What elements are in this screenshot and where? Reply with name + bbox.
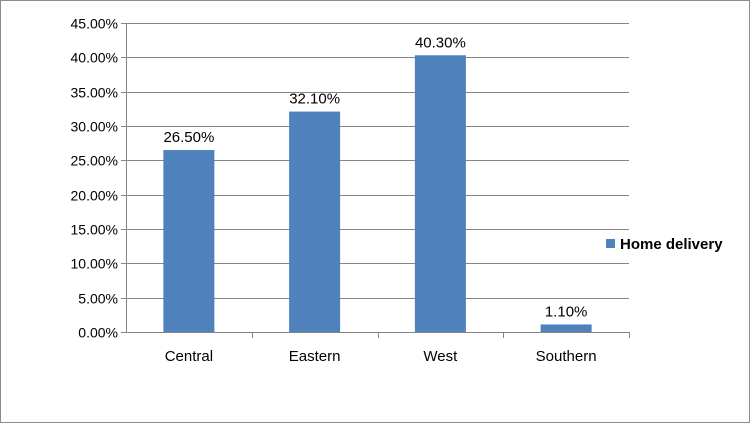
y-tick-label: 35.00% — [71, 85, 118, 101]
data-label-central: 26.50% — [163, 129, 214, 146]
bar-west — [414, 55, 466, 332]
legend: Home delivery — [606, 236, 723, 253]
y-tick-label: 20.00% — [71, 188, 118, 204]
y-tick-label: 45.00% — [71, 16, 118, 32]
data-label-southern: 1.10% — [545, 303, 588, 320]
x-category-label-west: West — [423, 348, 458, 365]
data-label-west: 40.30% — [415, 34, 466, 51]
data-label-eastern: 32.10% — [289, 91, 340, 108]
bar-central — [163, 150, 215, 332]
y-tick-label: 10.00% — [71, 256, 118, 272]
x-category-label-southern: Southern — [536, 348, 597, 365]
y-tick-label: 15.00% — [71, 222, 118, 238]
y-axis-ticks: 0.00% 5.00% 10.00% 15.00% 20.00% 25.00% 30.00%… — [71, 16, 126, 341]
y-tick-label: 30.00% — [71, 119, 118, 135]
axes — [126, 23, 630, 338]
y-tick-label: 40.00% — [71, 50, 118, 66]
y-tick-label: 0.00% — [78, 325, 118, 341]
x-category-label-eastern: Eastern — [289, 348, 341, 365]
data-labels: 26.50% 32.10% 40.30% 1.10% — [163, 34, 587, 320]
x-axis-category-labels: Central Eastern West Southern — [165, 348, 597, 365]
y-tick-label: 5.00% — [78, 291, 118, 307]
bar-southern — [540, 324, 592, 332]
bars — [163, 55, 592, 332]
legend-swatch-home-delivery — [606, 239, 615, 248]
legend-label-home-delivery: Home delivery — [620, 236, 723, 253]
y-tick-label: 25.00% — [71, 153, 118, 169]
bar-eastern — [289, 111, 341, 332]
x-category-label-central: Central — [165, 348, 213, 365]
